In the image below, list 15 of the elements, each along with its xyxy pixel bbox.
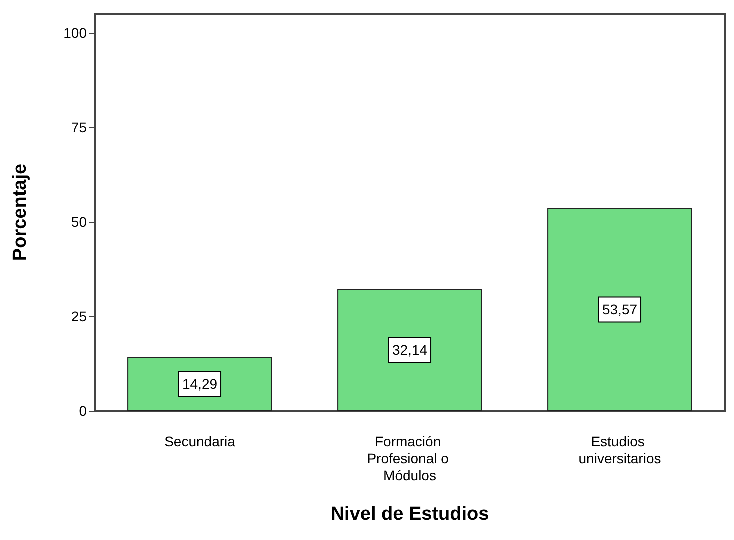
y-axis-title: Porcentaje bbox=[10, 164, 31, 262]
x-tick-label: Secundaria bbox=[164, 434, 236, 450]
data-label: 32,14 bbox=[392, 342, 428, 358]
bar bbox=[338, 289, 482, 411]
y-tick-label: 100 bbox=[64, 24, 88, 41]
x-tick-label: Formación Profesional o Módulos bbox=[367, 434, 453, 484]
data-label: 53,57 bbox=[602, 302, 638, 318]
bar bbox=[548, 208, 692, 411]
y-tick-label: 75 bbox=[71, 119, 88, 136]
data-label: 14,29 bbox=[182, 376, 218, 392]
y-tick-label: 50 bbox=[71, 214, 88, 230]
x-axis-title: Nivel de Estudios bbox=[330, 504, 490, 525]
x-tick-label: Estudios universitarios bbox=[578, 434, 662, 466]
y-tick-label: 25 bbox=[71, 308, 88, 324]
y-tick-label: 0 bbox=[79, 403, 88, 419]
